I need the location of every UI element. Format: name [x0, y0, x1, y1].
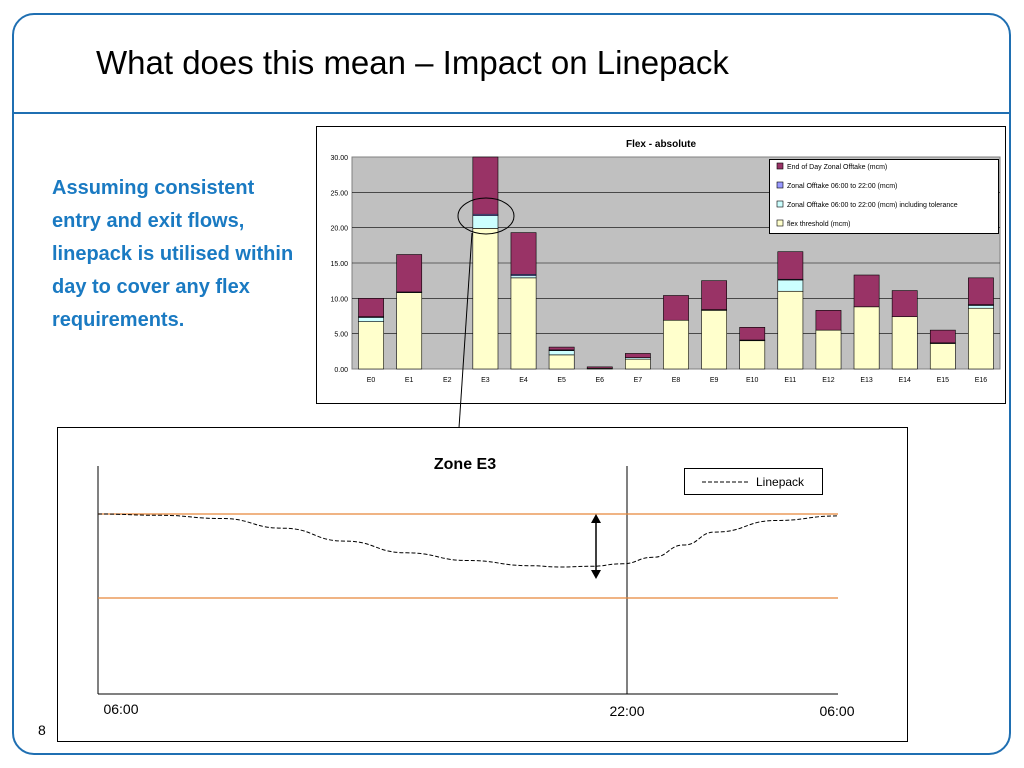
range-arrow-head-bottom [591, 570, 601, 579]
flex-absolute-chart: Flex - absolute 0.00 5.00 10.00 15.00 20.00 2… [316, 126, 1006, 429]
bar-x-tick-label: E15 [937, 377, 950, 384]
bar-segment [510, 275, 537, 279]
slide-frame [12, 13, 1011, 755]
bar-x-tick-label: E5 [557, 377, 566, 384]
slide-number: 8 [38, 722, 46, 738]
bar-y-tick-label: 15.00 [330, 261, 348, 268]
bar-legend-box [769, 159, 999, 234]
bar-segment [625, 358, 651, 370]
bar-segment [586, 366, 613, 369]
bar-legend-label: Zonal Offtake 06:00 to 22:00 (mcm) [787, 183, 897, 190]
bar-segment [548, 350, 575, 356]
title-divider [13, 112, 1010, 114]
bar-x-tick-label: E7 [634, 377, 643, 384]
bar-x-tick-label: E12 [822, 377, 835, 384]
bar-segment [510, 232, 537, 275]
bar-segment [853, 306, 880, 370]
bar-legend-label: Zonal Offtake 06:00 to 22:00 (mcm) inclu… [787, 202, 958, 209]
bar-y-axis: 0.00 5.00 10.00 15.00 20.00 25.00 30.00 [330, 155, 348, 374]
bar-segment [396, 292, 423, 370]
bar-y-tick-label: 10.00 [330, 296, 348, 303]
bar-segment [739, 340, 766, 370]
bar-y-tick-label: 25.00 [330, 190, 348, 197]
bar-x-tick-label: E14 [898, 377, 911, 384]
bar-y-tick-label: 5.00 [334, 332, 348, 339]
bar-segment [548, 354, 575, 370]
bar-segment [472, 228, 499, 370]
bar-segment [358, 317, 384, 322]
zone-chart-title: Zone E3 [434, 456, 496, 473]
range-arrow-head-top [591, 514, 601, 523]
bar-x-tick-label: E16 [975, 377, 988, 384]
bar-segment [929, 343, 956, 370]
bar-segment [968, 305, 994, 309]
bar-segment [510, 277, 537, 370]
slide-body-text: Assuming consistent entry and exit flows… [52, 177, 294, 331]
zone-legend-label: Linepack [756, 475, 805, 489]
callout-connector [458, 232, 473, 429]
linepack-line [97, 513, 839, 568]
bar-x-tick-label: E3 [481, 377, 490, 384]
bar-segment [815, 329, 842, 370]
highlight-ellipse [457, 197, 515, 235]
zone-x-tick-22: 22:00 [609, 703, 644, 719]
bar-legend-label: flex threshold (mcm) [787, 221, 850, 228]
bar-x-tick-label: E0 [367, 377, 376, 384]
bar-legend-swatch [776, 181, 784, 189]
bar-x-tick-label: E13 [860, 377, 873, 384]
slide-title: What does this mean – Impact on Linepack [96, 44, 729, 81]
bar-y-tick-label: 0.00 [334, 367, 348, 374]
bar-legend: End of Day Zonal Offtake (mcm) Zonal Offt… [769, 159, 999, 234]
bar-x-tick-label: E11 [784, 377, 796, 384]
bar-y-tick-label: 20.00 [330, 226, 348, 233]
bar-x-tick-label: E1 [405, 377, 414, 384]
bar-segment [472, 215, 499, 229]
bar-x-tick-label: E10 [746, 377, 759, 384]
zone-e3-chart: Zone E3 Linepack 06:00 22:00 06:00 [57, 427, 908, 742]
bar-segment [701, 280, 727, 310]
bar-segment [358, 298, 384, 318]
bar-segment [777, 279, 804, 292]
zone-x-tick-end: 06:00 [819, 703, 854, 719]
bar-x-tick-label: E6 [595, 377, 604, 384]
bar-segment [739, 327, 766, 341]
bar-legend-swatch [776, 219, 784, 227]
bar-segment [663, 295, 689, 321]
bar-segment [929, 329, 956, 344]
bar-segment [891, 316, 918, 370]
bar-y-tick-label: 30.00 [330, 155, 348, 162]
bar-x-tick-label: E8 [672, 377, 681, 384]
bar-legend-swatch [776, 162, 784, 170]
bar-segment [472, 156, 499, 215]
bar-segment [777, 290, 804, 370]
bar-series [358, 156, 994, 370]
bar-segment [663, 319, 689, 370]
bar-segment [777, 251, 804, 280]
zone-legend-box [684, 468, 823, 495]
bar-segment [358, 321, 384, 370]
bar-segment [548, 346, 575, 351]
bar-legend-label: End of Day Zonal Offtake (mcm) [787, 164, 887, 171]
bar-segment [853, 274, 880, 308]
bar-segment [396, 254, 423, 293]
bar-x-tick-label: E9 [710, 377, 719, 384]
bar-x-tick-label: E2 [443, 377, 452, 384]
bar-segment [891, 290, 918, 318]
bar-segment [701, 310, 727, 370]
bar-segment [625, 353, 651, 358]
bar-segment [815, 310, 842, 331]
bar-x-axis: E0 E1 E2 E3 E4 E5 E6 E7 E8 E9 E10 E11 E12 E13 E14 E15 E1… [367, 377, 987, 384]
bar-chart-title: Flex - absolute [626, 139, 696, 150]
bar-legend-swatch [776, 200, 784, 208]
zone-x-tick-start: 06:00 [103, 701, 138, 717]
bar-x-tick-label: E4 [519, 377, 528, 384]
bar-segment [968, 307, 994, 370]
bar-segment [968, 277, 994, 305]
